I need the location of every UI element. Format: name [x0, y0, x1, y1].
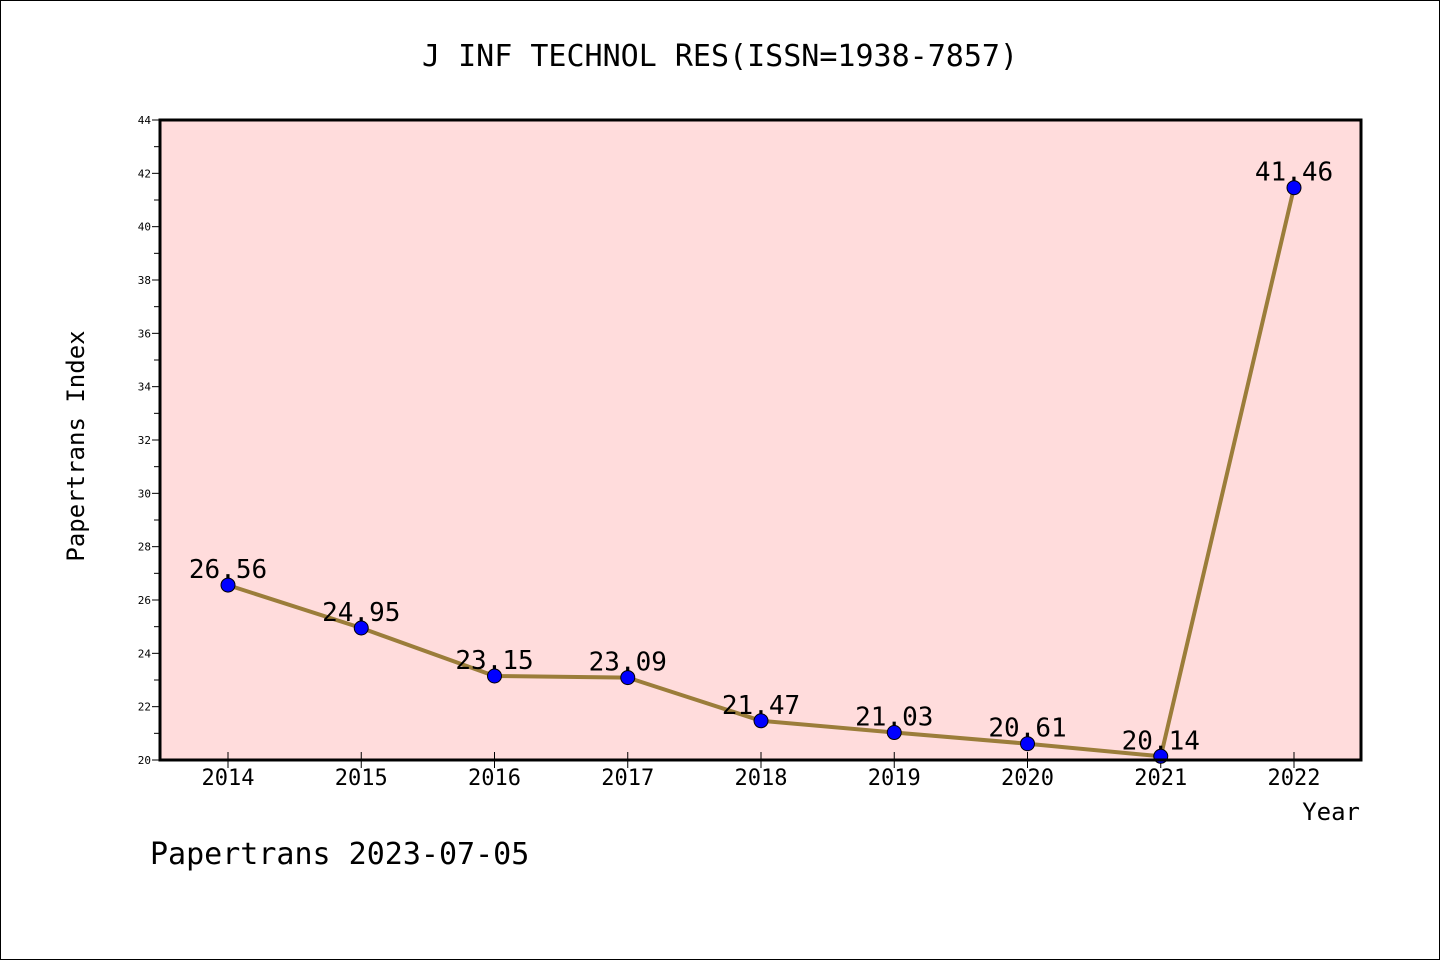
data-label: 23.09	[589, 648, 667, 678]
y-tick-label: 22	[138, 701, 151, 714]
y-tick-label: 20	[138, 754, 151, 767]
data-label: 20.14	[1122, 726, 1200, 756]
x-tick-label: 2021	[1134, 766, 1187, 791]
data-point	[1020, 736, 1035, 752]
x-tick-label: 2022	[1268, 766, 1321, 791]
x-axis: 2014 2015 2016 2017 2018 2019 2020 2021 2022	[202, 752, 1321, 791]
data-label: 23.15	[455, 646, 533, 676]
y-tick-label: 40	[138, 221, 151, 234]
chart-title: J INF TECHNOL RES(ISSN=1938-7857)	[422, 39, 1018, 74]
data-label: 41.46	[1255, 158, 1333, 188]
y-tick-label: 36	[138, 327, 151, 340]
y-tick-label: 28	[138, 541, 151, 554]
x-tick-label: 2020	[1001, 766, 1054, 791]
y-tick-label: 38	[138, 274, 151, 287]
x-tick-label: 2014	[202, 766, 255, 791]
y-tick-label: 34	[138, 381, 152, 394]
data-point	[487, 668, 502, 684]
y-tick-label: 42	[138, 167, 151, 180]
x-tick-label: 2015	[335, 766, 388, 791]
x-tick-label: 2016	[468, 766, 521, 791]
y-tick-label: 30	[138, 487, 151, 500]
data-point	[620, 670, 636, 686]
y-tick-label: 32	[138, 434, 151, 447]
data-point	[753, 713, 769, 729]
data-label: 26.56	[189, 555, 267, 585]
data-label: 21.03	[855, 703, 933, 733]
y-tick-label: 24	[138, 647, 152, 660]
data-label: 21.47	[722, 691, 800, 721]
y-axis: 20 22 24 26 28 30 32 34 36 38 40 42 44	[138, 114, 160, 767]
data-point	[353, 620, 369, 636]
x-tick-label: 2017	[601, 766, 654, 791]
data-point	[1286, 180, 1302, 196]
data-point	[220, 577, 236, 593]
footer-text: Papertrans 2023-07-05	[150, 837, 529, 872]
plot-area	[160, 120, 1361, 760]
y-axis-label: Papertrans Index	[62, 330, 90, 561]
data-point	[886, 725, 902, 741]
x-tick-label: 2018	[735, 766, 788, 791]
plot-border	[158, 118, 1363, 762]
y-tick-label: 44	[138, 114, 152, 127]
data-labels: 26.56 24.95 23.15 23.09 21.47 21.03 20.61 20.14…	[189, 158, 1333, 757]
data-label: 24.95	[322, 598, 400, 628]
x-tick-label: 2019	[868, 766, 921, 791]
y-tick-label: 26	[138, 594, 151, 607]
data-label: 20.61	[988, 714, 1066, 744]
x-axis-label: Year	[1302, 798, 1360, 826]
